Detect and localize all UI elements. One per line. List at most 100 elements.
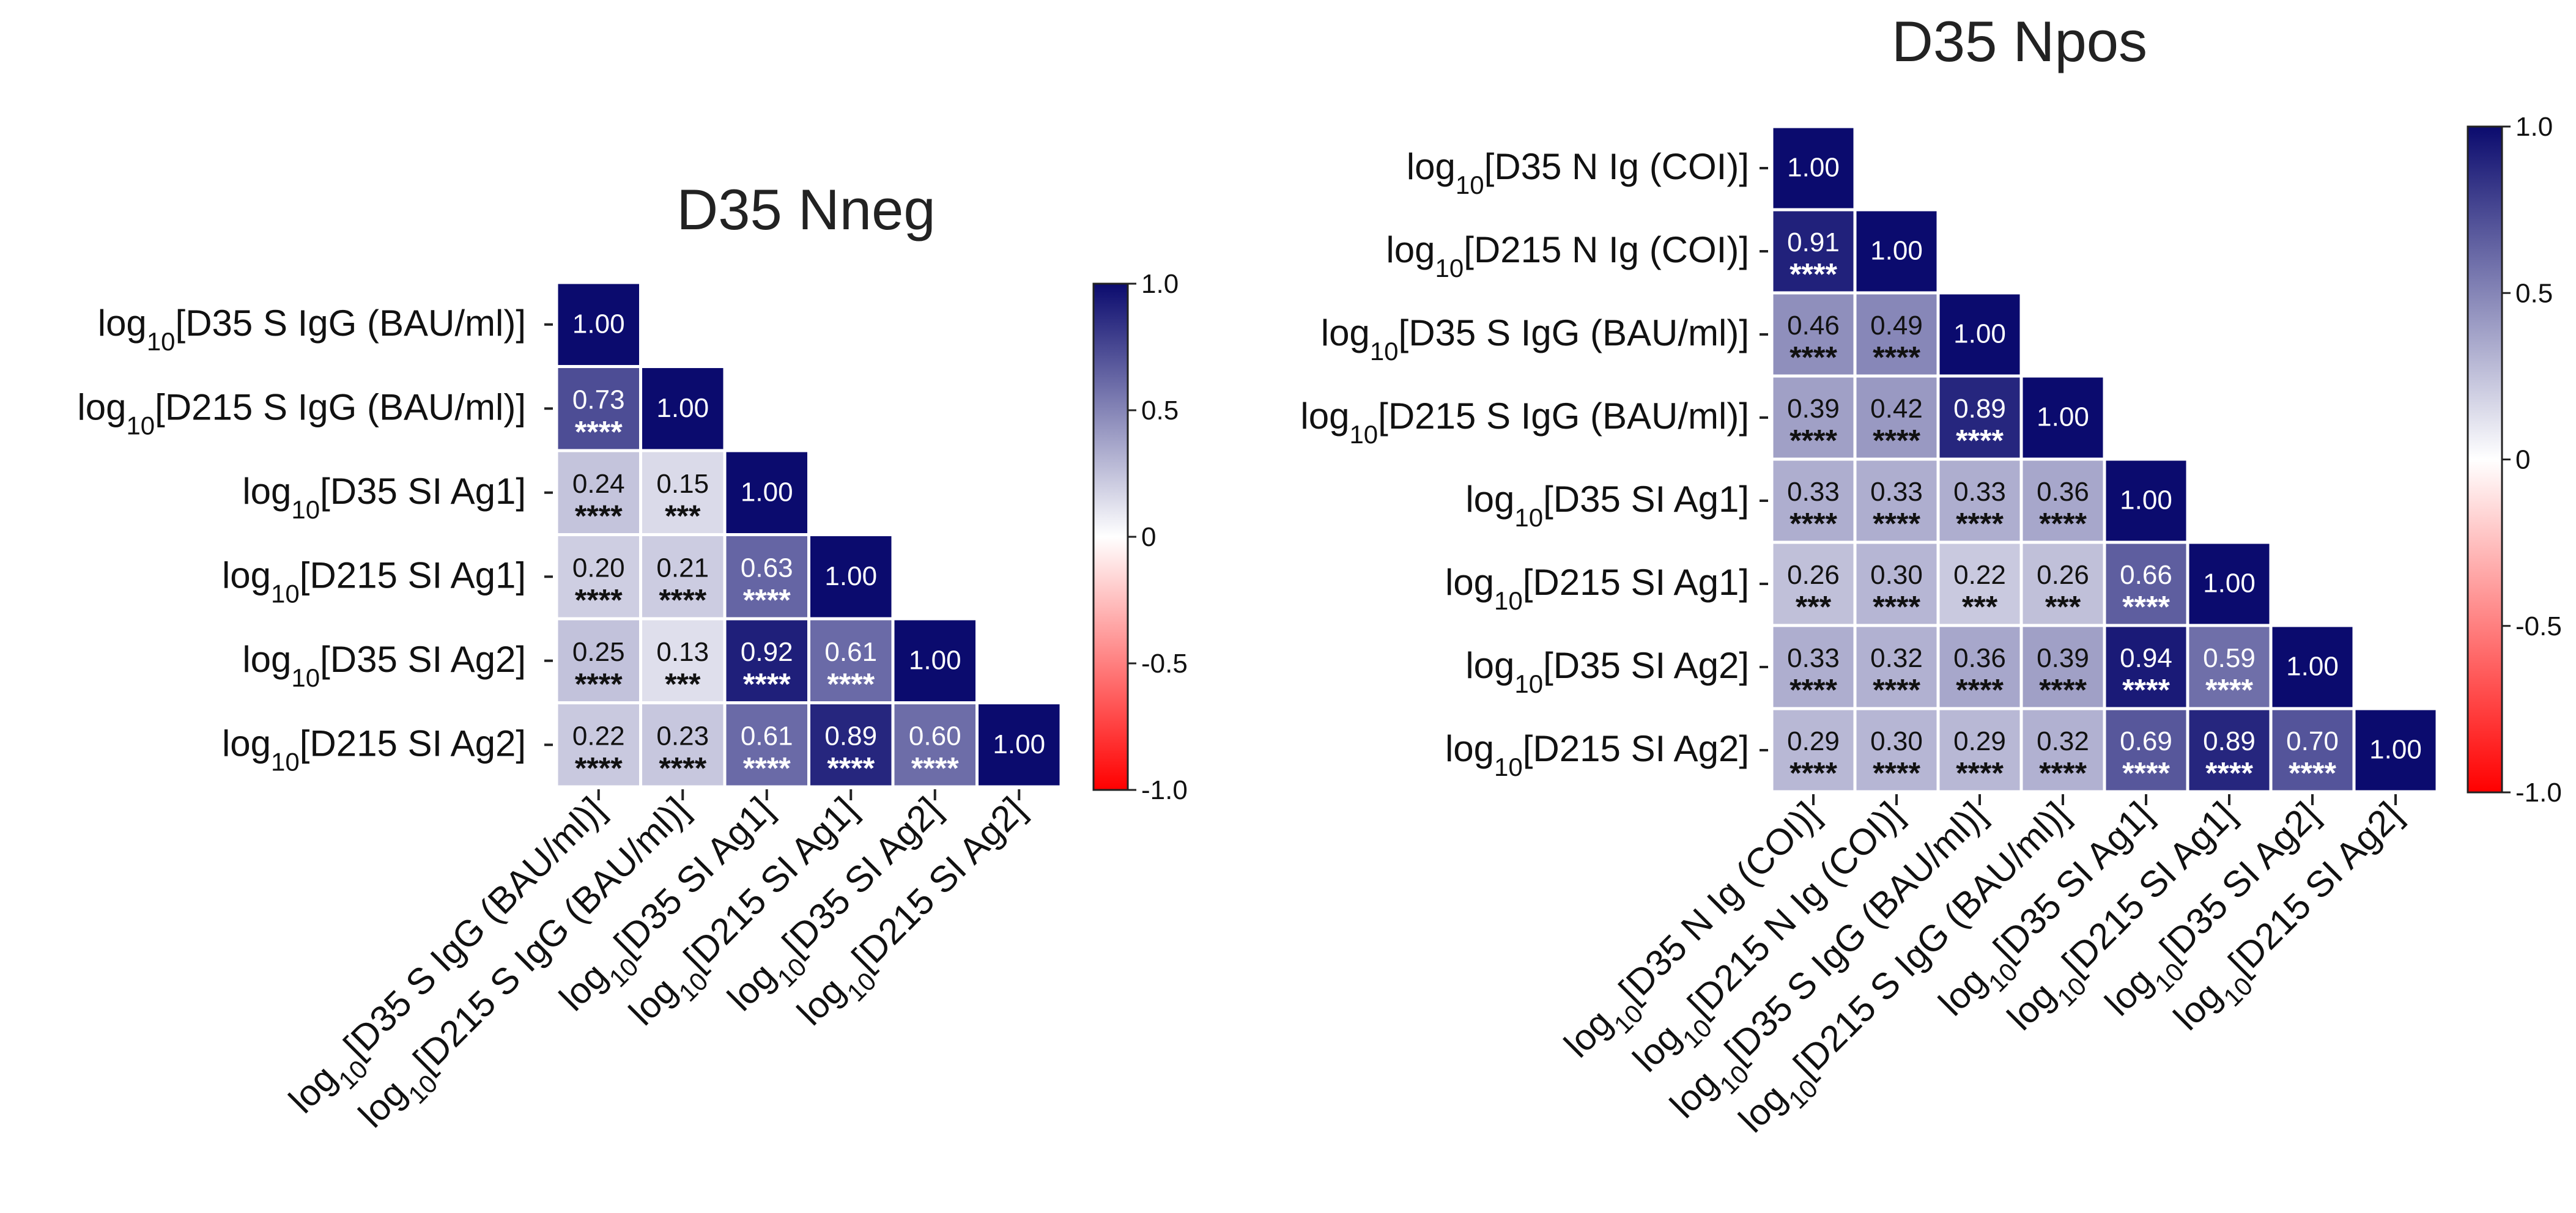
heatmap-cell: 1.00: [555, 281, 642, 368]
row-label-d35-s-igg-bau-ml: log10[D35 S IgG (BAU/ml)]: [1321, 312, 1749, 366]
colorbar-tick-label: 0: [1141, 522, 1156, 552]
heatmap-cell-fill: [2186, 540, 2273, 627]
significance-label: ****: [2122, 589, 2170, 624]
heatmap-cell: 0.60****: [891, 701, 979, 789]
row-label-d35-si-ag1: log10[D35 SI Ag1]: [242, 471, 526, 524]
significance-label: ****: [1790, 506, 1837, 540]
significance-label: ****: [1790, 423, 1837, 457]
chart-title: D35 Nneg: [676, 177, 935, 241]
cell-value-label: 0.33: [1787, 477, 1840, 507]
heatmap-cell: 1.00: [975, 701, 1063, 789]
heatmap-cell: 0.59****: [2186, 624, 2273, 710]
significance-label: ****: [1873, 673, 1920, 707]
heatmap-cell-fill: [555, 281, 642, 368]
significance-label: ****: [1873, 423, 1920, 457]
cell-value-label: 0.89: [824, 721, 877, 751]
significance-label: ****: [1956, 756, 2004, 790]
heatmap-cell: 0.29****: [1936, 707, 2023, 794]
heatmap-panel-d35-nneg: D35 Nneg1.000.73****1.000.24****0.15***1…: [77, 177, 1188, 1144]
heatmap-cell: 0.33****: [1853, 457, 1940, 544]
heatmap-cell-fill: [1853, 208, 1940, 295]
heatmap-panel-d35-npos: D35 Npos1.000.91****1.000.46****0.49****…: [1300, 9, 2562, 1140]
heatmap-cell: 1.00: [723, 449, 810, 536]
heatmap-cell: 0.91****: [1770, 208, 1857, 295]
significance-label: ****: [827, 751, 875, 785]
heatmap-cell: 1.00: [1853, 208, 1940, 295]
heatmap-cell: 0.49****: [1853, 291, 1940, 378]
cell-value-label: 0.30: [1870, 560, 1923, 590]
cell-value-label: 1.00: [2120, 485, 2172, 515]
significance-label: ****: [1873, 506, 1920, 540]
cell-value-label: 1.00: [1870, 236, 1923, 266]
colorbar: 1.0 0.5 0 -0.5 -1.0: [2467, 112, 2562, 808]
heatmap-cell-fill: [1770, 624, 1857, 710]
cell-value-label: 0.66: [2120, 560, 2172, 590]
significance-label: ***: [665, 499, 701, 533]
significance-label: ****: [2205, 756, 2253, 790]
heatmap-cell: 0.89****: [807, 701, 895, 789]
significance-label: ****: [2205, 673, 2253, 707]
cell-value-label: 0.94: [2120, 643, 2172, 673]
colorbar-tick-label: -1.0: [2515, 778, 2562, 808]
cell-value-label: 0.33: [1870, 477, 1923, 507]
cell-value-label: 0.20: [572, 553, 625, 583]
heatmap-cell: 1.00: [1770, 125, 1857, 212]
heatmap-cell: 1.00: [2019, 374, 2106, 461]
cell-value-label: 0.89: [2203, 726, 2256, 756]
colorbar-tick-label: 0.5: [1141, 396, 1179, 426]
column-label-d215-s-igg-bau-ml: log10[D215 S IgG (BAU/ml)]: [350, 789, 705, 1144]
cell-value-label: 0.59: [2203, 643, 2256, 673]
colorbar-tick-label: 0.5: [2515, 278, 2553, 308]
heatmap-cell: 0.33****: [1770, 624, 1857, 710]
heatmap-cell-fill: [2019, 374, 2106, 461]
significance-label: ****: [575, 415, 623, 449]
heatmap-cell-fill: [2019, 707, 2106, 794]
cell-value-label: 0.32: [1870, 643, 1923, 673]
heatmap-cell: 1.00: [639, 365, 727, 452]
row-label-d215-si-ag2: log10[D215 SI Ag2]: [1445, 728, 1749, 781]
colorbar-gradient: [1092, 282, 1129, 791]
cell-value-label: 1.00: [2203, 569, 2256, 599]
significance-label: ****: [1790, 340, 1837, 374]
heatmap-cell: 0.39****: [1770, 374, 1857, 461]
cell-value-label: 1.00: [824, 561, 877, 591]
significance-label: ****: [2289, 756, 2336, 790]
heatmap-cell-fill: [2103, 540, 2189, 627]
significance-label: ****: [1956, 423, 2004, 457]
cell-value-label: 0.26: [1787, 560, 1840, 590]
colorbar-tick-label: 1.0: [2515, 112, 2553, 142]
significance-label: ****: [743, 667, 791, 701]
significance-label: ****: [827, 667, 875, 701]
cell-value-label: 0.60: [909, 721, 961, 751]
cell-value-label: 0.22: [1953, 560, 2006, 590]
heatmap-cell-fill: [1853, 707, 1940, 794]
significance-label: ****: [2122, 756, 2170, 790]
colorbar-tick-label: -0.5: [2515, 611, 2562, 641]
cell-value-label: 0.69: [2120, 726, 2172, 756]
colorbar-tick-label: -0.5: [1141, 649, 1188, 679]
significance-label: ****: [575, 751, 623, 785]
colorbar-tick-label: -1.0: [1141, 775, 1188, 805]
heatmap-cell: 0.33****: [1770, 457, 1857, 544]
cell-value-label: 0.49: [1870, 311, 1923, 341]
significance-label: ***: [1796, 589, 1832, 624]
cell-value-label: 0.29: [1953, 726, 2006, 756]
heatmap-cell-fill: [1770, 291, 1857, 378]
row-label-d215-s-igg-bau-ml: log10[D215 S IgG (BAU/ml)]: [1300, 396, 1749, 449]
heatmap-cell-fill: [1770, 707, 1857, 794]
row-label-d215-n-ig-coi: log10[D215 N Ig (COI)]: [1386, 229, 1749, 282]
heatmap-cell: 1.00: [2103, 457, 2189, 544]
significance-label: ****: [2039, 506, 2087, 540]
heatmap-cell: 1.00: [807, 533, 895, 621]
significance-label: ****: [1790, 257, 1837, 291]
heatmap-cell: 0.22***: [1936, 540, 2023, 627]
heatmap-cell: 0.61****: [807, 617, 895, 704]
heatmap-cell-fill: [807, 617, 895, 704]
cell-value-label: 1.00: [2037, 402, 2089, 432]
heatmap-cell: 0.33****: [1936, 457, 2023, 544]
significance-label: ****: [743, 751, 791, 785]
heatmap-cell: 0.32****: [2019, 707, 2106, 794]
significance-label: ****: [1873, 340, 1920, 374]
cell-value-label: 0.36: [2037, 477, 2089, 507]
cell-value-label: 0.33: [1953, 477, 2006, 507]
